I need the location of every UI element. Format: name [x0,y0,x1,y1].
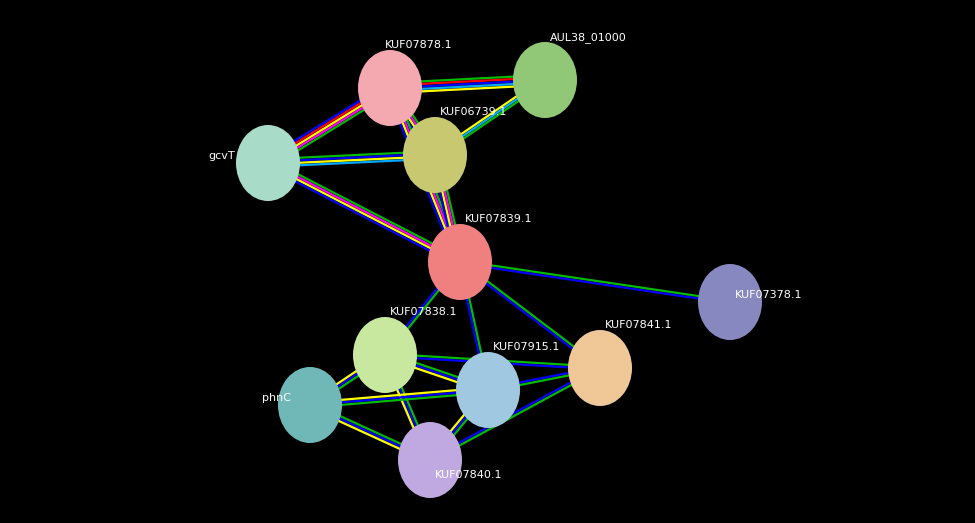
Ellipse shape [403,117,467,193]
Text: AUL38_01000: AUL38_01000 [550,32,627,43]
Ellipse shape [278,367,342,443]
Ellipse shape [236,125,300,201]
Text: KUF07878.1: KUF07878.1 [385,40,452,50]
Ellipse shape [698,264,762,340]
Ellipse shape [568,330,632,406]
Text: KUF06739.1: KUF06739.1 [440,107,507,117]
Text: KUF07378.1: KUF07378.1 [735,290,802,300]
Text: phnC: phnC [262,393,291,403]
Ellipse shape [456,352,520,428]
Ellipse shape [428,224,492,300]
Text: KUF07915.1: KUF07915.1 [493,342,561,352]
Text: KUF07840.1: KUF07840.1 [435,470,502,480]
Ellipse shape [353,317,417,393]
Text: KUF07841.1: KUF07841.1 [605,320,673,330]
Ellipse shape [358,50,422,126]
Ellipse shape [398,422,462,498]
Text: KUF07838.1: KUF07838.1 [390,307,457,317]
Text: gcvT: gcvT [208,151,235,161]
Ellipse shape [513,42,577,118]
Text: KUF07839.1: KUF07839.1 [465,214,532,224]
